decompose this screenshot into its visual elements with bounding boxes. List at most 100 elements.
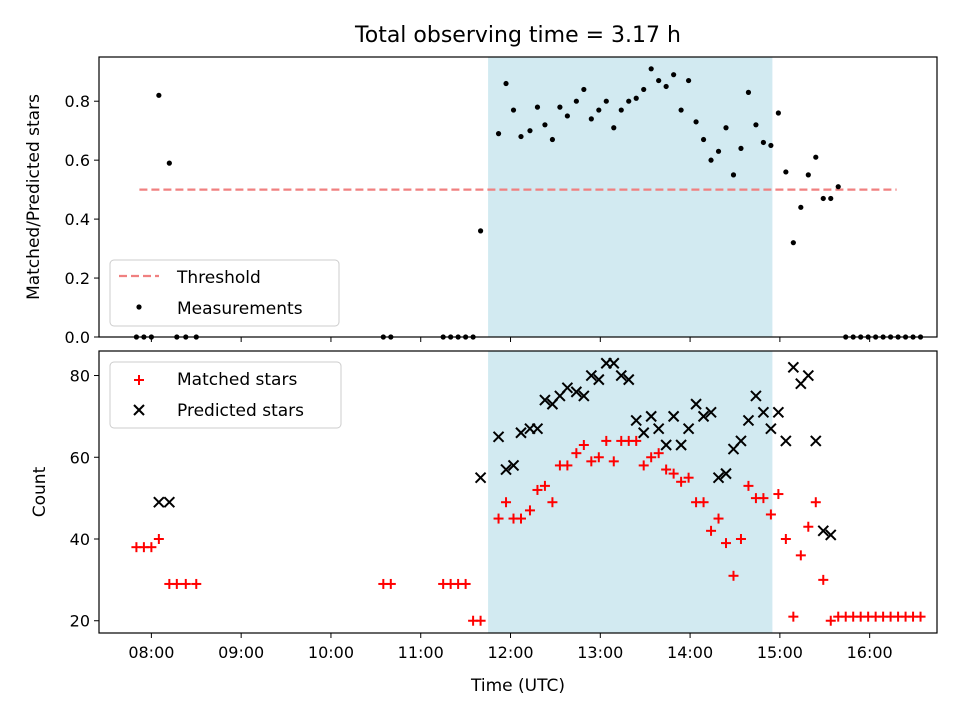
measurement-point xyxy=(596,107,602,113)
measurement-point xyxy=(603,98,609,104)
predicted-stars-point xyxy=(630,414,642,427)
bottom-panel: 20 40 60 80 08:00 09:00 10:00 11:00 12:00 13:00 1… xyxy=(30,350,938,696)
measurement-point xyxy=(518,133,524,140)
matched-stars-point xyxy=(547,497,558,508)
matched-stars-point xyxy=(608,456,619,467)
measurement-point xyxy=(798,204,804,210)
matched-stars-point xyxy=(676,476,687,487)
matched-stars-point xyxy=(668,468,679,479)
matched-stars-point xyxy=(780,534,791,544)
matched-stars-point xyxy=(153,534,164,544)
matched-stars-point xyxy=(460,578,471,589)
matched-stars-point xyxy=(562,460,573,471)
matched-stars-point xyxy=(191,578,202,589)
predicted-stars-point xyxy=(492,431,505,443)
top-ytick-label: 0.2 xyxy=(65,269,90,288)
xtick-label: 16:00 xyxy=(847,643,893,662)
measurement-point xyxy=(588,116,594,122)
xtick-label: 15:00 xyxy=(757,643,803,662)
measurement-point xyxy=(745,89,752,95)
legend-threshold-label: Threshold xyxy=(176,268,261,288)
legend-matched-swatch xyxy=(134,375,144,385)
measurement-point xyxy=(828,195,834,202)
predicted-stars-point xyxy=(163,496,176,508)
measurement-point xyxy=(783,169,789,175)
legend-matched-label: Matched stars xyxy=(177,370,297,390)
measurement-point xyxy=(768,142,774,149)
legend-predicted-label: Predicted stars xyxy=(177,401,304,421)
predicted-stars-point xyxy=(593,373,605,386)
matched-stars-point xyxy=(915,611,926,622)
predicted-stars-point xyxy=(561,382,574,394)
measurement-point xyxy=(542,122,548,128)
measurement-point xyxy=(611,125,617,131)
matched-stars-point xyxy=(758,493,769,504)
matched-stars-point xyxy=(818,574,829,585)
predicted-stars-point xyxy=(802,369,815,382)
measurement-point xyxy=(693,119,699,125)
matched-stars-point xyxy=(788,611,799,622)
matched-stars-point xyxy=(593,452,604,463)
measurement-point xyxy=(671,72,677,78)
matched-stars-point xyxy=(765,509,776,520)
xtick-label: 08:00 xyxy=(128,643,174,662)
matched-stars-point xyxy=(171,578,182,589)
top-panel: 0.00.20.40.60.8 Matched/Predicted stars … xyxy=(24,56,938,347)
predicted-stars-point xyxy=(637,427,650,439)
measurement-point xyxy=(820,195,826,202)
matched-stars-point xyxy=(493,513,504,524)
predicted-stars-point xyxy=(780,435,792,447)
matched-stars-point xyxy=(586,456,597,467)
measurement-point xyxy=(573,98,579,104)
bottom-legend: Matched stars Predicted stars xyxy=(109,361,342,429)
measurement-point xyxy=(534,104,541,110)
measurement-point xyxy=(738,145,744,151)
matched-stars-point xyxy=(601,435,612,446)
matched-stars-point xyxy=(728,570,739,581)
top-ytick-label: 0.8 xyxy=(65,92,90,111)
predicted-stars-point xyxy=(660,439,672,451)
predicted-stars-point xyxy=(570,386,583,398)
predicted-stars-point xyxy=(690,398,702,410)
measurement-point xyxy=(581,86,587,93)
predicted-stars-point xyxy=(531,422,544,435)
predicted-stars-point xyxy=(615,369,627,382)
bottom-ytick-label: 40 xyxy=(70,530,90,549)
legend-measurements-swatch xyxy=(136,304,142,310)
xtick-label: 11:00 xyxy=(398,643,444,662)
bottom-ytick-label: 60 xyxy=(70,448,90,467)
legend-measurements-label: Measurements xyxy=(177,299,303,319)
measurement-point xyxy=(730,172,737,178)
matched-stars-point xyxy=(713,513,724,524)
top-ylabel: Matched/Predicted stars xyxy=(24,94,44,300)
bottom-plot-frame xyxy=(98,350,938,634)
matched-stars-point xyxy=(631,435,642,446)
matched-stars-point xyxy=(721,538,732,549)
predicted-stars-point xyxy=(742,414,755,427)
matched-stars-point xyxy=(825,615,836,626)
predicted-stars-point xyxy=(652,422,665,435)
measurement-point xyxy=(648,66,654,72)
xtick-label: 10:00 xyxy=(308,643,354,662)
predicted-stars-point xyxy=(735,435,747,447)
measurement-point xyxy=(641,86,647,93)
measurement-point xyxy=(678,107,684,113)
predicted-stars-point xyxy=(765,422,777,435)
predicted-stars-point xyxy=(585,369,598,382)
measurement-point xyxy=(790,240,796,246)
measurement-point xyxy=(527,128,533,134)
measurement-point xyxy=(775,110,781,116)
matched-stars-point xyxy=(706,525,717,536)
measurement-point xyxy=(503,80,509,87)
xtick-label: 14:00 xyxy=(667,643,713,662)
matched-stars-point xyxy=(683,472,694,483)
legend-predicted-swatch xyxy=(133,404,145,416)
matched-stars-point xyxy=(532,484,543,495)
measurement-point xyxy=(549,136,556,143)
predicted-stars-point xyxy=(757,406,770,419)
predicted-stars-point xyxy=(507,459,520,472)
measurement-point xyxy=(156,92,162,98)
predicted-stars-point xyxy=(697,410,710,423)
matched-stars-point xyxy=(638,460,649,471)
